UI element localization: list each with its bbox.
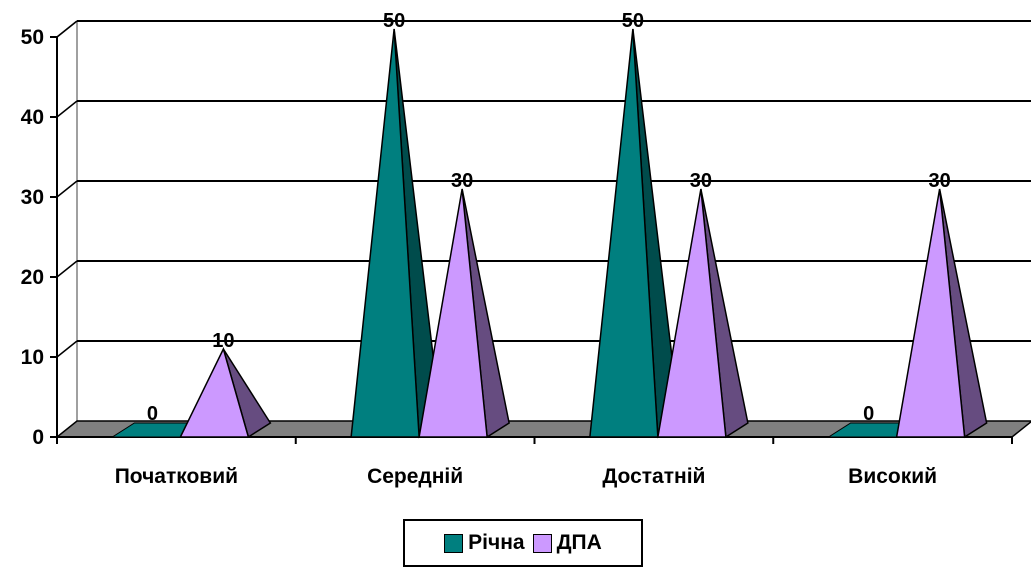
data-labels: 0 10 50 30 50 30 0 30 [147,10,951,425]
chart-axes [56,37,1013,444]
data-label: 30 [451,170,473,192]
chart-walls [56,20,78,421]
legend-swatch-dpa [532,533,552,553]
category-label: Достатній [602,465,705,488]
data-label: 10 [212,330,234,352]
pyramid-front-0-1 [350,28,420,438]
y-axis-ticks: 0 10 20 30 40 50 [21,26,57,449]
legend-swatch-richna [444,533,464,553]
legend-label-dpa: ДПА [556,531,602,554]
y-tick-label: 40 [21,106,44,129]
legend-label-richna: Річна [468,531,525,554]
data-label: 0 [147,403,158,425]
pyramid-front-0-2 [589,28,659,438]
gridline-side [56,340,78,358]
gridline-side [56,20,78,38]
category-label: Середній [367,465,463,488]
y-tick-label: 10 [21,346,44,369]
pyramid-front-1-0 [179,346,250,438]
data-label: 30 [929,170,951,192]
y-tick-label: 50 [21,26,44,49]
y-tick-label: 30 [21,186,44,209]
legend: Річна ДПА [403,519,643,567]
gridlines [56,20,1031,358]
category-label: Початковий [115,465,238,488]
gridline-side [56,100,78,118]
pyramid-front-1-2 [656,188,727,438]
data-label: 30 [690,170,712,192]
category-labels: Початковий Середній Достатній Високий [115,465,937,488]
y-tick-label: 0 [32,426,44,449]
gridline-side [56,260,78,278]
gridline-side [56,180,78,198]
category-label: Високий [848,465,937,488]
pyramid-front-1-3 [895,188,966,438]
y-tick-label: 20 [21,266,44,289]
legend-entry-richna: Річна [444,531,525,555]
chart-marks [110,28,988,439]
data-label: 50 [383,10,405,32]
data-label: 0 [863,403,874,425]
pyramid-front-1-1 [418,188,488,438]
data-label: 50 [622,10,644,32]
legend-entry-dpa: ДПА [532,531,602,555]
